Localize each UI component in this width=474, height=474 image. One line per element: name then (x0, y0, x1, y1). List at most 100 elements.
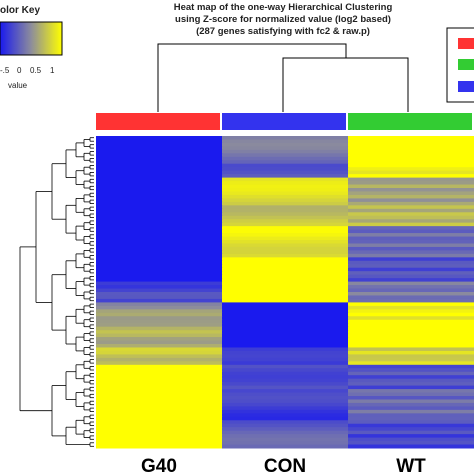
heatmap-cell (348, 142, 474, 147)
heatmap-cell (348, 253, 474, 258)
heatmap-cell (348, 298, 474, 303)
heatmap-cell (348, 441, 474, 446)
heatmap-cell (96, 444, 223, 449)
heatmap-cell (222, 194, 349, 199)
heatmap-cell (222, 215, 349, 220)
heatmap-cell (222, 305, 349, 310)
heatmap-cell (348, 246, 474, 251)
heatmap-cell (222, 347, 349, 352)
heatmap-cell (222, 396, 349, 400)
heatmap-cell (96, 170, 223, 175)
heatmap-cell (96, 271, 223, 276)
heatmap-cell (96, 198, 223, 203)
heatmap-cell (222, 198, 349, 203)
heatmap-cell (348, 385, 474, 390)
color-key-title: olor Key (0, 5, 40, 16)
heatmap-cells (96, 136, 474, 449)
column-dendrogram (157, 43, 409, 112)
heatmap-cell (348, 278, 474, 283)
heatmap-cell (96, 250, 223, 255)
heatmap-cell (222, 385, 349, 390)
heatmap-cell (96, 389, 223, 394)
heatmap-cell (96, 354, 223, 359)
heatmap-cell (96, 319, 223, 324)
heatmap-cell (348, 212, 474, 217)
heatmap-cell (348, 285, 474, 290)
heatmap-cell (96, 191, 223, 196)
heatmap-cell (96, 156, 223, 161)
heatmap-cell (348, 423, 474, 428)
heatmap-cell (96, 371, 223, 376)
heatmap-cell (348, 267, 474, 272)
heatmap-cell (96, 215, 223, 220)
heatmap-cell (222, 274, 349, 279)
heatmap-cell (348, 434, 474, 439)
heatmap-cell (348, 409, 474, 414)
heatmap-cell (348, 177, 474, 182)
group-bar-con (222, 113, 346, 130)
heatmap-cell (222, 323, 349, 328)
heatmap-cell (96, 267, 223, 272)
heatmap-cell (96, 420, 223, 425)
heatmap-cell (96, 219, 223, 224)
heatmap-cell (348, 156, 474, 161)
heatmap-cell (96, 430, 223, 435)
color-key-tick: -.5 (0, 66, 10, 75)
heatmap-cell (348, 382, 474, 387)
heatmap-cell (348, 292, 474, 296)
heatmap-cell (348, 233, 474, 238)
heatmap-cell (348, 430, 474, 435)
heatmap-cell (222, 344, 349, 348)
heatmap-cell (348, 389, 474, 394)
heatmap-cell (348, 444, 474, 449)
heatmap-cell (96, 226, 223, 231)
heatmap-cell (222, 205, 349, 210)
heatmap-cell (222, 298, 349, 303)
heatmap-cell (348, 236, 474, 241)
heatmap-cell (96, 416, 223, 421)
heatmap-cell (96, 292, 223, 296)
column-label-wt: WT (396, 456, 426, 474)
heatmap-cell (222, 208, 349, 213)
group-bar-wt (348, 113, 472, 130)
heatmap-cell (96, 402, 223, 407)
heatmap-cell (96, 285, 223, 290)
heatmap-cell (96, 396, 223, 400)
heatmap-cell (222, 350, 349, 355)
heatmap-cell (222, 226, 349, 231)
heatmap-cell (222, 149, 349, 154)
heatmap-cell (348, 226, 474, 231)
color-key-tick: 1 (50, 66, 55, 75)
heatmap-cell (348, 375, 474, 380)
heatmap-cell (222, 177, 349, 182)
heatmap-cell (222, 399, 349, 404)
heatmap-cell (348, 181, 474, 186)
heatmap-cell (222, 201, 349, 206)
heatmap-cell (96, 264, 223, 269)
heatmap-cell (222, 229, 349, 234)
heatmap-cell (222, 170, 349, 175)
heatmap-cell (222, 219, 349, 224)
heatmap-cell (96, 326, 223, 331)
heatmap-cell (222, 236, 349, 241)
heatmap-cell (348, 347, 474, 352)
heatmap-cell (96, 222, 223, 227)
group-legend (446, 27, 474, 103)
heatmap-cell (96, 194, 223, 199)
heatmap-cell (348, 309, 474, 314)
heatmap-cell (96, 347, 223, 352)
heatmap-cell (348, 357, 474, 362)
heatmap-cell (348, 399, 474, 404)
heatmap-cell (96, 350, 223, 355)
heatmap-cell (96, 163, 223, 168)
heatmap-cell (348, 337, 474, 342)
heatmap-cell (348, 378, 474, 383)
heatmap-cell (96, 201, 223, 206)
heatmap-cell (96, 260, 223, 265)
heatmap-cell (348, 215, 474, 220)
heatmap-cell (348, 371, 474, 376)
heatmap-cell (348, 295, 474, 300)
color-key-tick: 0 (17, 66, 22, 75)
heatmap-cell (222, 253, 349, 258)
heatmap-cell (222, 333, 349, 338)
